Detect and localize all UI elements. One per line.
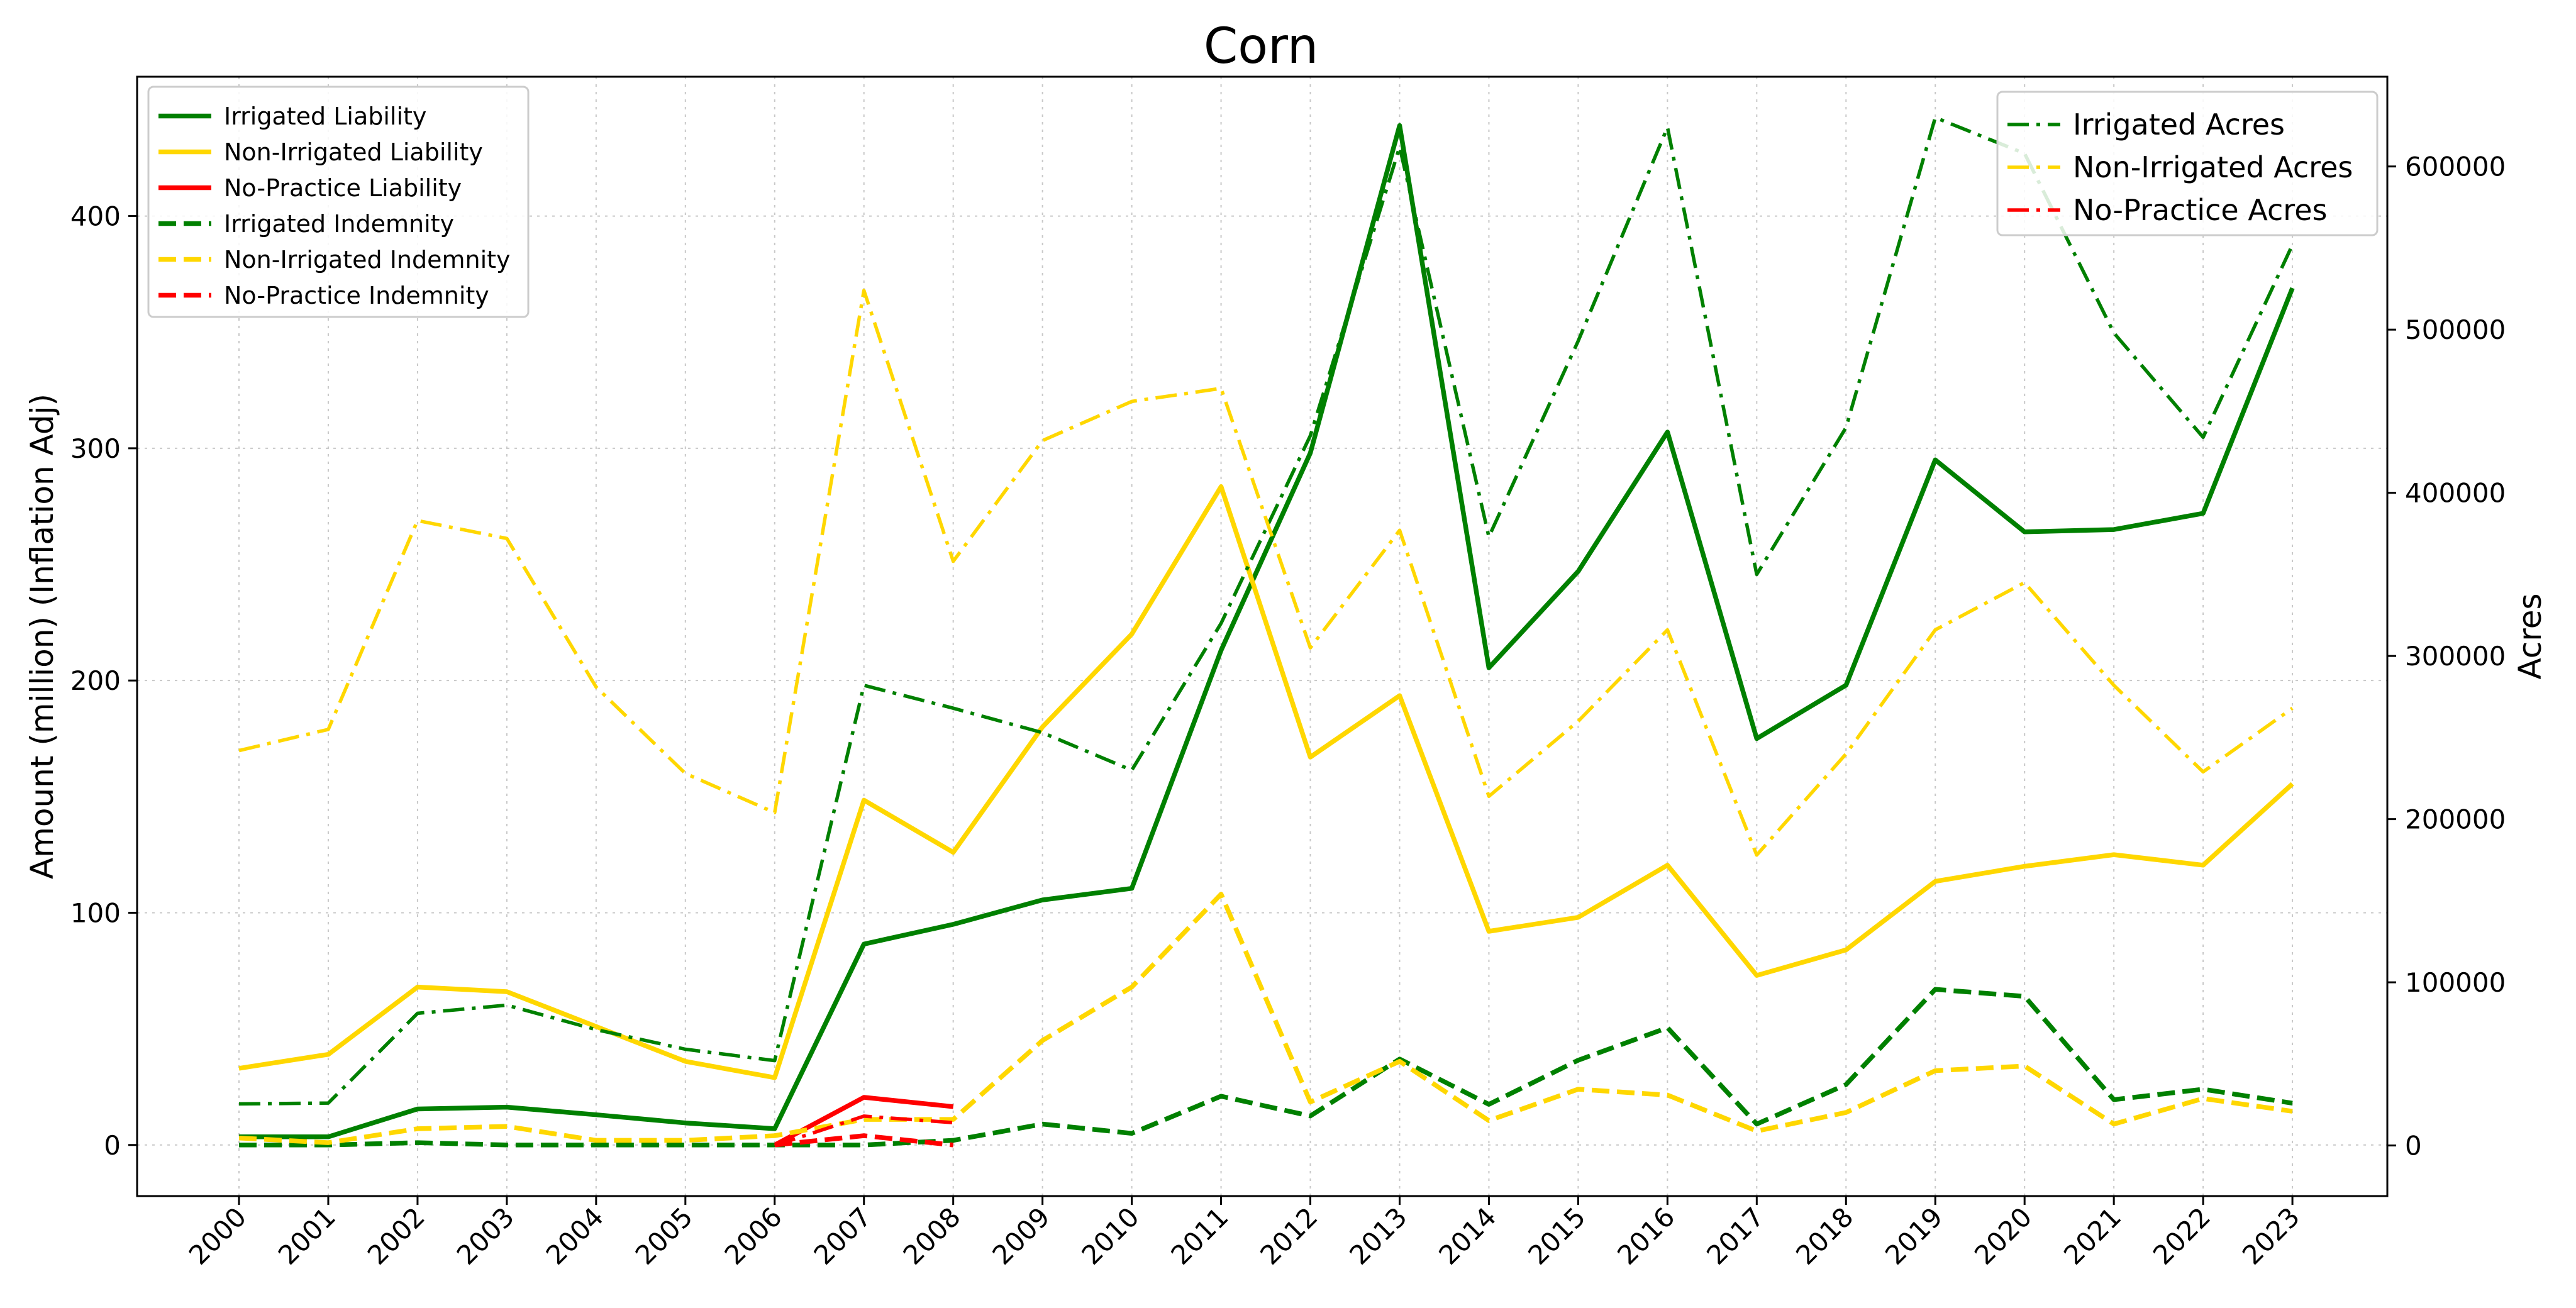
- legend-label-irrigated-liability: Irrigated Liability: [224, 103, 426, 130]
- legend-label-non-irrigated-acres: Non-Irrigated Acres: [2073, 150, 2353, 184]
- x-tick-label-2016: 2016: [1611, 1201, 1680, 1270]
- y-axis-left: 0 100 200 300 400: [70, 201, 137, 1161]
- y2-tick-label-0: 0: [2405, 1131, 2422, 1161]
- legend-label-irrigated-acres: Irrigated Acres: [2073, 108, 2285, 141]
- x-tick-label-2009: 2009: [986, 1201, 1055, 1270]
- y-tick-label-200: 200: [70, 665, 121, 696]
- series-line-non-irrigated-indemnity: [238, 892, 2293, 1145]
- x-tick-label-2001: 2001: [272, 1201, 341, 1270]
- x-axis: 2000 2001 2002 2003 2004 2005 2006 2007 2008 2009…: [183, 1196, 2306, 1271]
- series-line-irrigated-acres: [238, 116, 2294, 1106]
- legend-label-non-irrigated-liability: Non-Irrigated Liability: [224, 138, 483, 166]
- y-tick-label-400: 400: [70, 201, 121, 232]
- series-line-irrigated-liability: [239, 123, 2295, 1139]
- y-tick-label-0: 0: [104, 1130, 121, 1161]
- series-line-no-practice-acres: [774, 1114, 953, 1148]
- x-tick-label-2015: 2015: [1522, 1201, 1591, 1270]
- y2-tick-label-300000: 300000: [2405, 641, 2506, 672]
- y-tick-label-300: 300: [70, 433, 121, 464]
- x-tick-label-2005: 2005: [630, 1201, 699, 1270]
- y-tick-label-100: 100: [70, 897, 121, 928]
- legend-left-box: [147, 86, 530, 318]
- x-tick-label-2007: 2007: [808, 1201, 877, 1270]
- y-axis-right: 0 100000 200000 300000 400000 500000 600000: [2387, 152, 2506, 1161]
- series-line-irrigated-indemnity: [239, 987, 2293, 1148]
- x-tick-label-2019: 2019: [1879, 1201, 1948, 1270]
- x-tick-label-2010: 2010: [1075, 1201, 1145, 1270]
- y2-tick-label-500000: 500000: [2405, 314, 2506, 345]
- x-tick-label-2003: 2003: [451, 1201, 520, 1270]
- legend-label-no-practice-indemnity: No-Practice Indemnity: [224, 282, 489, 309]
- legend-label-no-practice-liability: No-Practice Liability: [224, 174, 462, 202]
- x-tick-label-2017: 2017: [1701, 1201, 1770, 1270]
- y2-axis-label: Acres: [2512, 593, 2548, 679]
- series-line-non-irrigated-acres: [238, 289, 2294, 857]
- legend-right: Irrigated Acres Non-Irrigated Acres No-Pra…: [1996, 91, 2379, 236]
- plot-frame: [136, 75, 2389, 1197]
- legend-left: Irrigated Liability Non-Irrigated Liabili…: [147, 86, 530, 318]
- grid: [137, 77, 2387, 1196]
- series-line-no-practice-indemnity: [774, 1133, 954, 1148]
- x-tick-label-2004: 2004: [540, 1201, 609, 1270]
- chart-title: Corn: [1204, 18, 1318, 75]
- y2-tick-label-600000: 600000: [2405, 152, 2506, 182]
- x-tick-label-2014: 2014: [1433, 1201, 1502, 1270]
- legend-label-non-irrigated-indemnity: Non-Irrigated Indemnity: [224, 246, 511, 274]
- legend-right-box: [1996, 91, 2379, 236]
- series-line-non-irrigated-liability: [238, 484, 2294, 1080]
- y2-tick-label-400000: 400000: [2405, 478, 2506, 509]
- y2-tick-label-200000: 200000: [2405, 804, 2506, 835]
- x-tick-label-2021: 2021: [2058, 1201, 2127, 1270]
- legend-label-irrigated-indemnity: Irrigated Indemnity: [224, 210, 454, 238]
- x-tick-label-2020: 2020: [1968, 1201, 2038, 1270]
- x-tick-label-2008: 2008: [897, 1201, 967, 1270]
- y2-tick-label-100000: 100000: [2405, 967, 2506, 998]
- y-axis-label: Amount (million) (Inflation Adj): [24, 394, 60, 879]
- x-tick-label-2018: 2018: [1790, 1201, 1859, 1270]
- x-tick-label-2023: 2023: [2236, 1201, 2306, 1270]
- x-tick-label-2013: 2013: [1343, 1201, 1413, 1270]
- x-tick-label-2000: 2000: [183, 1201, 252, 1270]
- series-layer: [238, 116, 2295, 1148]
- x-tick-label-2002: 2002: [362, 1201, 431, 1270]
- x-tick-label-2022: 2022: [2147, 1201, 2216, 1270]
- x-tick-label-2011: 2011: [1165, 1201, 1234, 1270]
- legend-label-no-practice-acres: No-Practice Acres: [2073, 193, 2327, 227]
- x-tick-label-2006: 2006: [719, 1201, 788, 1270]
- x-tick-label-2012: 2012: [1254, 1201, 1323, 1270]
